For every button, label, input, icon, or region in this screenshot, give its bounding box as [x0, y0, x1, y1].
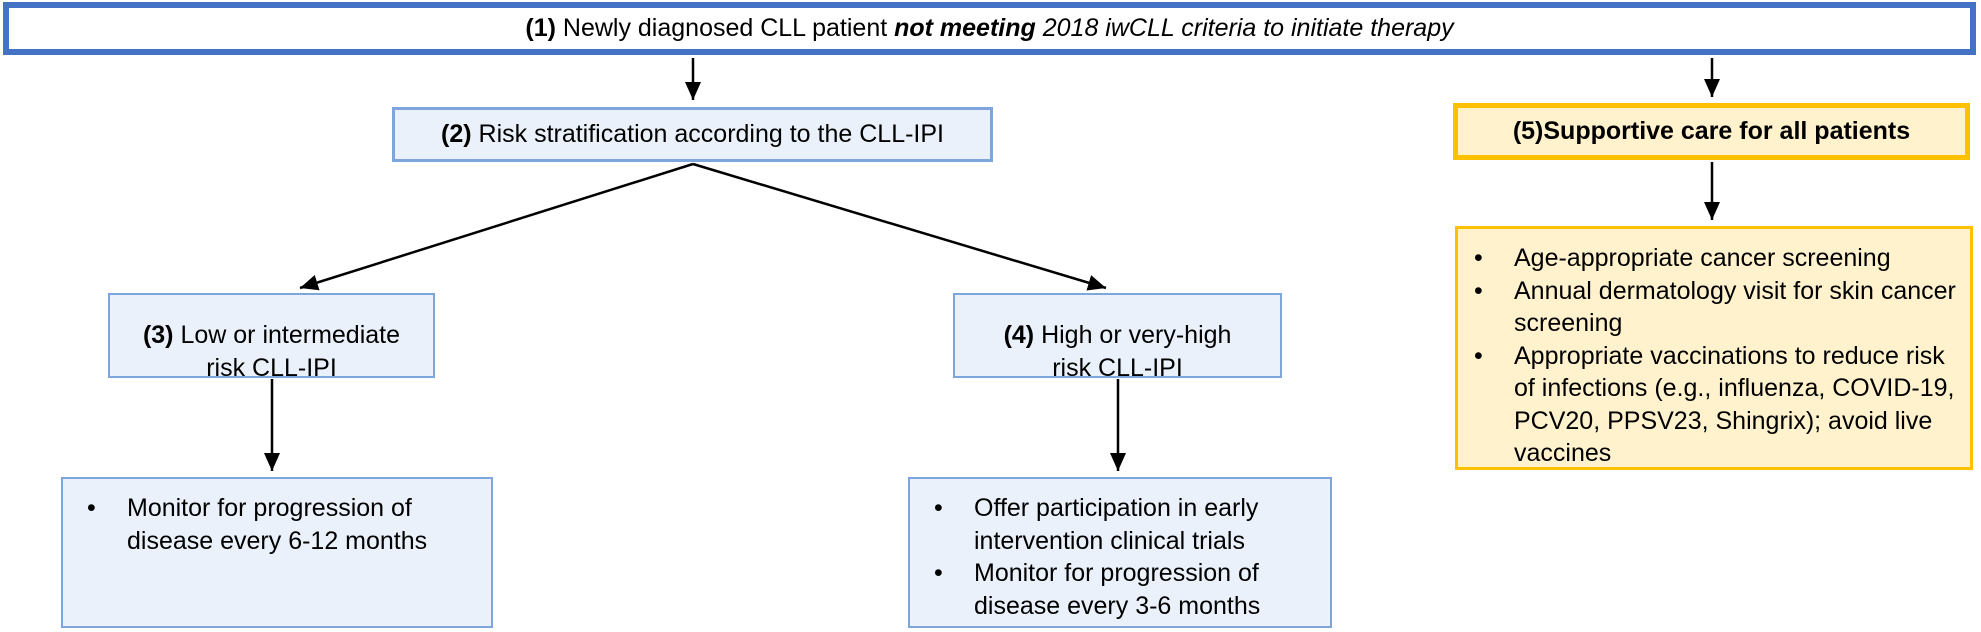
node-monitor-high-risk: Offer participation in early interventio…: [908, 477, 1332, 628]
node-1-text: Newly diagnosed CLL patient: [555, 14, 895, 43]
bullet-item: Appropriate vaccinations to reduce risk …: [1474, 340, 1962, 470]
node-4-text: High or very-high risk CLL-IPI: [1041, 321, 1232, 382]
bullet-item: Age-appropriate cancer screening: [1474, 242, 1962, 275]
node-3-low-intermediate-risk: (3) Low or intermediate risk CLL-IPI: [108, 293, 435, 382]
arrow-node2-to-node4: [692, 162, 1107, 291]
node-1-criteria: 2018 iwCLL criteria to initiate therapy: [1035, 14, 1454, 43]
node-2-risk-stratification: (2) Risk stratification according to the…: [392, 107, 993, 162]
node-4-label: (4) High or very-high risk CLL-IPI: [1004, 287, 1232, 385]
node-monitor-low-risk: Monitor for progression of disease every…: [61, 477, 493, 628]
bullet-item: Monitor for progression of disease every…: [934, 557, 1322, 622]
node-4-number: (4): [1003, 321, 1035, 350]
bullet-item: Offer participation in early interventio…: [934, 492, 1322, 557]
bullet-item: Monitor for progression of disease every…: [87, 492, 483, 557]
node-2-text: Risk stratification according to the CLL…: [471, 120, 945, 149]
supportive-care-list: Age-appropriate cancer screening Annual …: [1474, 242, 1962, 470]
node-1-number: (1): [525, 14, 556, 43]
bullet-item: Annual dermatology visit for skin cancer…: [1474, 275, 1962, 340]
node-3-text: Low or intermediate risk CLL-IPI: [180, 321, 401, 382]
node-3-number: (3): [142, 321, 174, 350]
node-5-supportive-care: (5)Supportive care for all patients: [1453, 103, 1970, 160]
node-1-newly-diagnosed: (1) Newly diagnosed CLL patient not meet…: [3, 2, 1976, 55]
node-2-label: (2) Risk stratification according to the…: [441, 118, 944, 151]
monitor-high-list: Offer participation in early interventio…: [934, 492, 1322, 622]
node-3-label: (3) Low or intermediate risk CLL-IPI: [143, 287, 400, 385]
node-2-number: (2): [441, 120, 472, 149]
node-4-high-risk: (4) High or very-high risk CLL-IPI: [953, 293, 1282, 382]
node-supportive-care-details: Age-appropriate cancer screening Annual …: [1455, 226, 1973, 470]
monitor-low-list: Monitor for progression of disease every…: [87, 492, 483, 557]
node-5-label: (5)Supportive care for all patients: [1512, 117, 1911, 146]
node-1-label: (1) Newly diagnosed CLL patient not meet…: [525, 12, 1453, 45]
node-1-emphasis: not meeting: [894, 14, 1036, 43]
arrow-node2-to-node3: [299, 162, 694, 291]
